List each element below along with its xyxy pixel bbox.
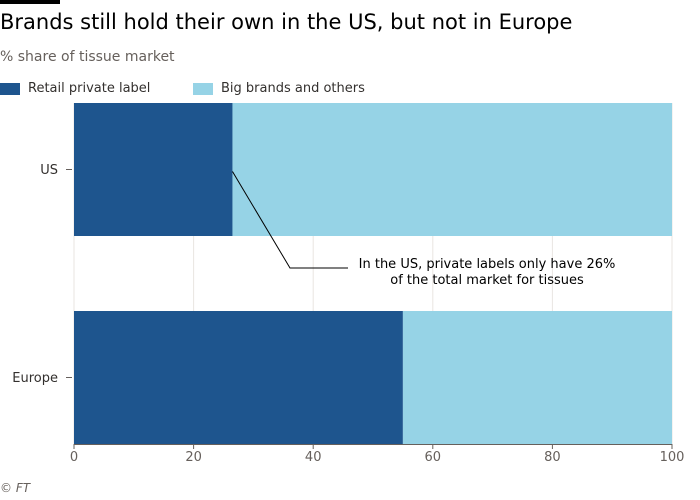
y-tick-label-europe: Europe (12, 371, 58, 386)
annotation-text-line-2: of the total market for tissues (390, 273, 584, 288)
legend-label-private-label: Retail private label (28, 81, 151, 96)
bar-us-series-0 (74, 103, 233, 236)
legend-label-big-brands: Big brands and others (221, 81, 365, 96)
legend-swatch-private-label (0, 82, 20, 95)
annotation-layer: In the US, private labels only have 26% … (232, 171, 616, 288)
x-tick-label-100: 100 (660, 450, 685, 465)
x-tick-label-0: 0 (70, 450, 78, 465)
source-credit: © FT (0, 481, 31, 495)
legend-item-private-label: Retail private label (0, 81, 150, 96)
x-tick-label-20: 20 (185, 450, 202, 465)
bar-europe-series-1 (402, 311, 672, 444)
bar-layer (74, 103, 672, 444)
chart-subtitle: % share of tissue market (0, 49, 175, 65)
axis-layer: 0 20 40 60 80 100 US Europe (12, 163, 684, 465)
chart-title: Brands still hold their own in the US, b… (0, 10, 573, 34)
x-tick-label-40: 40 (305, 450, 322, 465)
bar-us-series-1 (232, 103, 672, 236)
title-rule (0, 0, 60, 4)
x-tick-label-60: 60 (425, 450, 442, 465)
legend: Retail private label Big brands and othe… (0, 81, 700, 99)
annotation-text-line-1: In the US, private labels only have 26% (359, 257, 616, 272)
y-tick-label-us: US (40, 163, 58, 178)
x-tick-label-80: 80 (544, 450, 561, 465)
annotation-leader-line (232, 171, 348, 269)
legend-swatch-big-brands (193, 82, 213, 95)
legend-item-big-brands: Big brands and others (193, 81, 365, 96)
bar-europe-series-0 (74, 311, 403, 444)
